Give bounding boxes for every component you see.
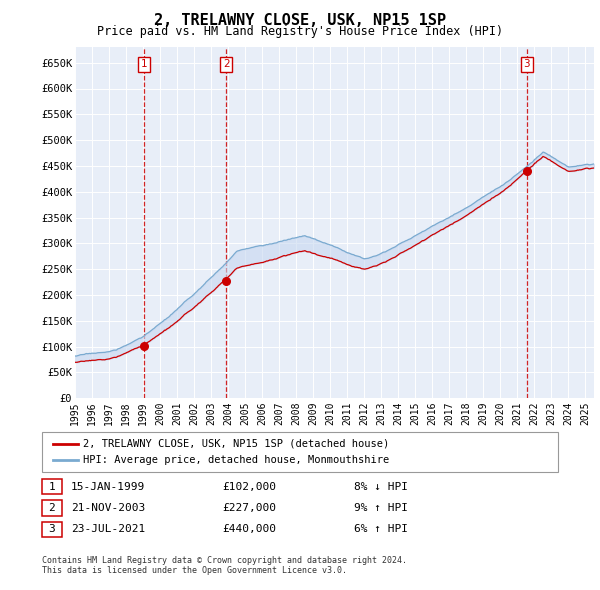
Text: 2: 2 <box>49 503 55 513</box>
Text: £227,000: £227,000 <box>222 503 276 513</box>
Text: 3: 3 <box>49 525 55 534</box>
Text: 9% ↑ HPI: 9% ↑ HPI <box>354 503 408 513</box>
Text: This data is licensed under the Open Government Licence v3.0.: This data is licensed under the Open Gov… <box>42 566 347 575</box>
Text: 21-NOV-2003: 21-NOV-2003 <box>71 503 145 513</box>
Text: 15-JAN-1999: 15-JAN-1999 <box>71 482 145 491</box>
Text: 3: 3 <box>524 60 530 70</box>
Text: HPI: Average price, detached house, Monmouthshire: HPI: Average price, detached house, Monm… <box>83 455 389 465</box>
Text: 8% ↓ HPI: 8% ↓ HPI <box>354 482 408 491</box>
Text: Price paid vs. HM Land Registry's House Price Index (HPI): Price paid vs. HM Land Registry's House … <box>97 25 503 38</box>
Text: 2: 2 <box>223 60 230 70</box>
Text: 23-JUL-2021: 23-JUL-2021 <box>71 525 145 534</box>
Text: Contains HM Land Registry data © Crown copyright and database right 2024.: Contains HM Land Registry data © Crown c… <box>42 556 407 565</box>
Text: 1: 1 <box>140 60 147 70</box>
Text: 2, TRELAWNY CLOSE, USK, NP15 1SP (detached house): 2, TRELAWNY CLOSE, USK, NP15 1SP (detach… <box>83 439 389 448</box>
Text: 1: 1 <box>49 482 55 491</box>
Text: 6% ↑ HPI: 6% ↑ HPI <box>354 525 408 534</box>
Text: £440,000: £440,000 <box>222 525 276 534</box>
Text: £102,000: £102,000 <box>222 482 276 491</box>
Text: 2, TRELAWNY CLOSE, USK, NP15 1SP: 2, TRELAWNY CLOSE, USK, NP15 1SP <box>154 13 446 28</box>
